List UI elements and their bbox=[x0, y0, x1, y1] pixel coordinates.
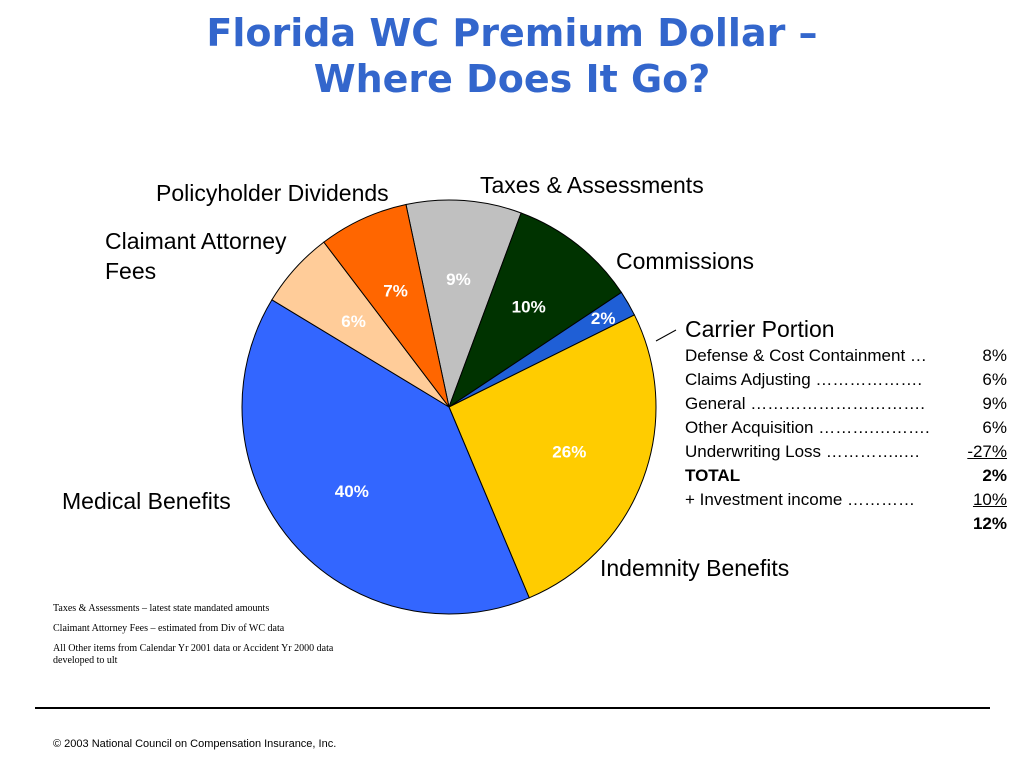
pie-slice-medical-benefits bbox=[241, 299, 530, 615]
carrier-row-value: 8% bbox=[982, 346, 1007, 365]
label-medical-benefits: Medical Benefits bbox=[62, 488, 231, 514]
pie-slice-commissions bbox=[447, 212, 623, 409]
title-line-1: Florida WC Premium Dollar – bbox=[206, 11, 818, 55]
carrier-row-label: TOTAL bbox=[685, 466, 741, 485]
carrier-row: Defense & Cost Containment … 8% bbox=[685, 344, 1013, 368]
pie-percent-label: 7% bbox=[383, 281, 408, 300]
footnote-attorney: Claimant Attorney Fees – estimated from … bbox=[53, 623, 285, 634]
carrier-row: Underwriting Loss …………..… -27% bbox=[685, 440, 1013, 464]
pie-percent-labels: 9% 10% 2% 26% 40% 6% 7% bbox=[335, 270, 616, 501]
pie-percent-label: 6% bbox=[341, 312, 366, 331]
carrier-row-value: 9% bbox=[982, 394, 1007, 413]
carrier-row-label: Underwriting Loss …………..… bbox=[685, 442, 921, 461]
label-policyholder-dividends: Policyholder Dividends bbox=[156, 180, 389, 206]
carrier-portion-breakdown: Carrier Portion Defense & Cost Containme… bbox=[685, 314, 1013, 536]
footnotes: Taxes & Assessments – latest state manda… bbox=[53, 603, 363, 675]
footer-divider bbox=[35, 707, 990, 709]
carrier-grand-total-row: 12% bbox=[685, 512, 1013, 536]
carrier-row-label: + Investment income ………… bbox=[685, 490, 916, 509]
carrier-row: Other Acquisition ……….………. 6% bbox=[685, 416, 1013, 440]
carrier-row-value: 10% bbox=[972, 490, 1007, 509]
pie-percent-label: 2% bbox=[591, 309, 616, 328]
pie-slice-indemnity-benefits bbox=[448, 314, 657, 599]
label-taxes-assessments: Taxes & Assessments bbox=[480, 172, 704, 198]
carrier-total-row: TOTAL 2% bbox=[685, 464, 1013, 488]
carrier-row: + Investment income ………… 10% bbox=[685, 488, 1013, 512]
carrier-leader-line bbox=[655, 329, 677, 342]
carrier-row: Claims Adjusting ………………. 6% bbox=[685, 368, 1013, 392]
pie-percent-label: 40% bbox=[335, 482, 369, 501]
label-commissions: Commissions bbox=[616, 248, 755, 274]
pie-percent-label: 10% bbox=[512, 297, 546, 316]
carrier-row-value: 2% bbox=[982, 466, 1007, 485]
footnote-other: All Other items from Calendar Yr 2001 da… bbox=[53, 643, 334, 666]
carrier-row-value: 6% bbox=[982, 370, 1007, 389]
copyright-notice: © 2003 National Council on Compensation … bbox=[53, 738, 337, 750]
pie-percent-label: 9% bbox=[446, 270, 471, 289]
carrier-row-label: Claims Adjusting ………………. bbox=[685, 370, 923, 389]
pie-slices bbox=[241, 199, 657, 615]
carrier-portion-heading: Carrier Portion bbox=[685, 316, 835, 342]
carrier-row-value: 12% bbox=[972, 514, 1007, 533]
footnote-taxes: Taxes & Assessments – latest state manda… bbox=[53, 603, 270, 614]
pie-slice-taxes-assessments bbox=[405, 199, 522, 409]
label-claimant-attorney-line-2: Fees bbox=[105, 258, 157, 284]
carrier-row: General …………………………. 9% bbox=[685, 392, 1013, 416]
label-claimant-attorney-fees: Claimant Attorney Fees bbox=[105, 226, 287, 286]
carrier-row-label: General …………………………. bbox=[685, 394, 925, 413]
label-claimant-attorney-line-1: Claimant Attorney bbox=[105, 228, 287, 254]
pie-slice-policyholder-dividends bbox=[323, 203, 450, 408]
carrier-row-label: Other Acquisition ……….………. bbox=[685, 418, 930, 437]
title-line-2: Where Does It Go? bbox=[313, 57, 711, 101]
carrier-row-label: Defense & Cost Containment … bbox=[685, 346, 927, 365]
pie-percent-label: 26% bbox=[552, 443, 586, 462]
carrier-row-value: 6% bbox=[982, 418, 1007, 437]
page-title: Florida WC Premium Dollar – Where Does I… bbox=[0, 10, 1024, 102]
label-indemnity-benefits: Indemnity Benefits bbox=[600, 555, 790, 581]
carrier-row-value: -27% bbox=[967, 442, 1007, 461]
